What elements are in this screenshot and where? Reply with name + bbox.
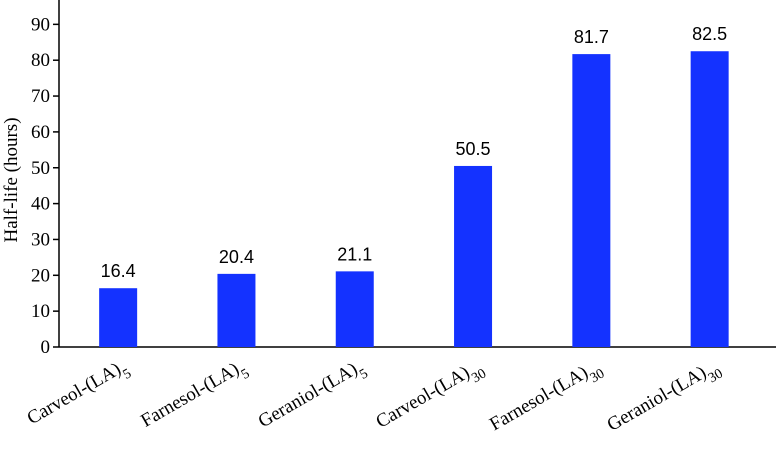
bar (454, 165, 493, 347)
bar (572, 54, 611, 347)
y-tick-label: 40 (31, 194, 50, 215)
y-axis-title: Half-life (hours) (1, 117, 22, 242)
data-label: 50.5 (456, 139, 491, 159)
y-tick-label: 20 (31, 265, 50, 286)
y-tick-label: 10 (31, 301, 50, 322)
y-tick-label: 0 (41, 337, 51, 358)
bar (335, 271, 374, 347)
data-label: 81.7 (574, 27, 609, 47)
category-label: Farnesol-(LA)30 (486, 355, 607, 441)
bar (690, 51, 729, 348)
plot-area: 0 10 20 30 40 50 60 70 80 90 16.4 Carveol-(LA)5 20.4… (24, 0, 776, 441)
y-tick-label: 50 (31, 158, 50, 179)
y-tick-label: 80 (31, 50, 50, 71)
category-label: Carveol-(LA)30 (372, 355, 488, 438)
category-label: Farnesol-(LA)5 (137, 355, 252, 437)
y-tick-label: 90 (31, 14, 50, 35)
category-label: Geraniol-(LA)5 (255, 355, 371, 438)
data-label: 82.5 (692, 24, 727, 44)
y-tick-label: 70 (31, 86, 50, 107)
category-label: Geraniol-(LA)30 (604, 355, 726, 441)
y-tick-label: 30 (31, 229, 50, 250)
data-label: 16.4 (101, 261, 136, 281)
category-label: Carveol-(LA)5 (24, 355, 134, 435)
data-label: 20.4 (219, 247, 254, 267)
data-label: 21.1 (337, 244, 372, 264)
y-tick-label: 60 (31, 122, 50, 143)
bar (217, 273, 256, 347)
bar (99, 288, 138, 347)
